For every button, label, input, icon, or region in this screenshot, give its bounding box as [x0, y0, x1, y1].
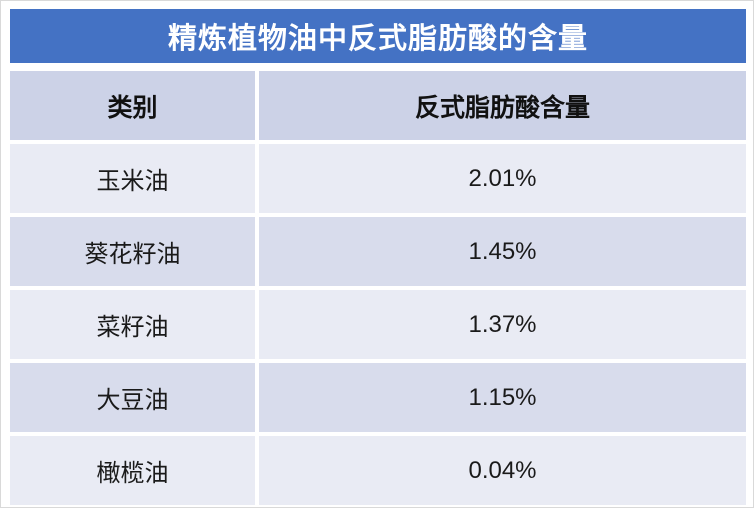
table-cell-value-1: 1.45% [259, 217, 746, 286]
table-cell-value-4: 0.04% [259, 436, 746, 505]
table-cell-category-3: 大豆油 [10, 363, 255, 432]
table-cell-value-3: 1.15% [259, 363, 746, 432]
column-header-trans-fat-content: 反式脂肪酸含量 [259, 71, 746, 140]
column-header-category: 类别 [10, 71, 255, 140]
table-cell-value-0: 2.01% [259, 144, 746, 213]
table-cell-category-2: 菜籽油 [10, 290, 255, 359]
table-cell-category-0: 玉米油 [10, 144, 255, 213]
table-cell-value-2: 1.37% [259, 290, 746, 359]
data-table: 类别 反式脂肪酸含量 玉米油 2.01% 葵花籽油 1.45% 菜籽油 1.37… [10, 71, 746, 505]
table-cell-category-4: 橄榄油 [10, 436, 255, 505]
table-title: 精炼植物油中反式脂肪酸的含量 [10, 9, 746, 63]
table-cell-category-1: 葵花籽油 [10, 217, 255, 286]
